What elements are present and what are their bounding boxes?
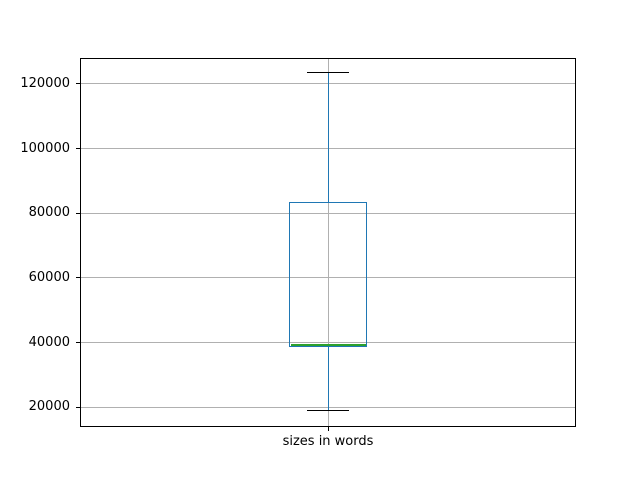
median-line bbox=[290, 344, 366, 346]
y-tick-mark bbox=[76, 83, 80, 85]
x-tick-label: sizes in words bbox=[282, 434, 374, 449]
y-tick-mark bbox=[76, 342, 80, 344]
plot-area: sizes in words 20000 40000 60000 80000 10000… bbox=[20, 58, 576, 449]
y-tick-label: 100000 bbox=[20, 140, 70, 156]
y-tick-mark bbox=[76, 212, 80, 214]
lower-whisker bbox=[327, 346, 329, 411]
upper-whisker bbox=[327, 72, 329, 203]
x-gridline bbox=[327, 58, 329, 427]
y-tick-label: 20000 bbox=[28, 399, 70, 415]
y-tick-label: 60000 bbox=[28, 269, 70, 285]
y-tick-label: 40000 bbox=[28, 334, 70, 350]
upper-cap bbox=[307, 71, 349, 74]
x-tick-mark bbox=[327, 427, 329, 431]
lower-cap bbox=[307, 409, 349, 412]
y-tick-mark bbox=[76, 148, 80, 150]
y-tick-mark bbox=[76, 277, 80, 279]
y-tick-mark bbox=[76, 406, 80, 408]
y-tick-label: 120000 bbox=[20, 75, 70, 91]
box bbox=[289, 202, 367, 347]
y-tick-label: 80000 bbox=[28, 205, 70, 221]
